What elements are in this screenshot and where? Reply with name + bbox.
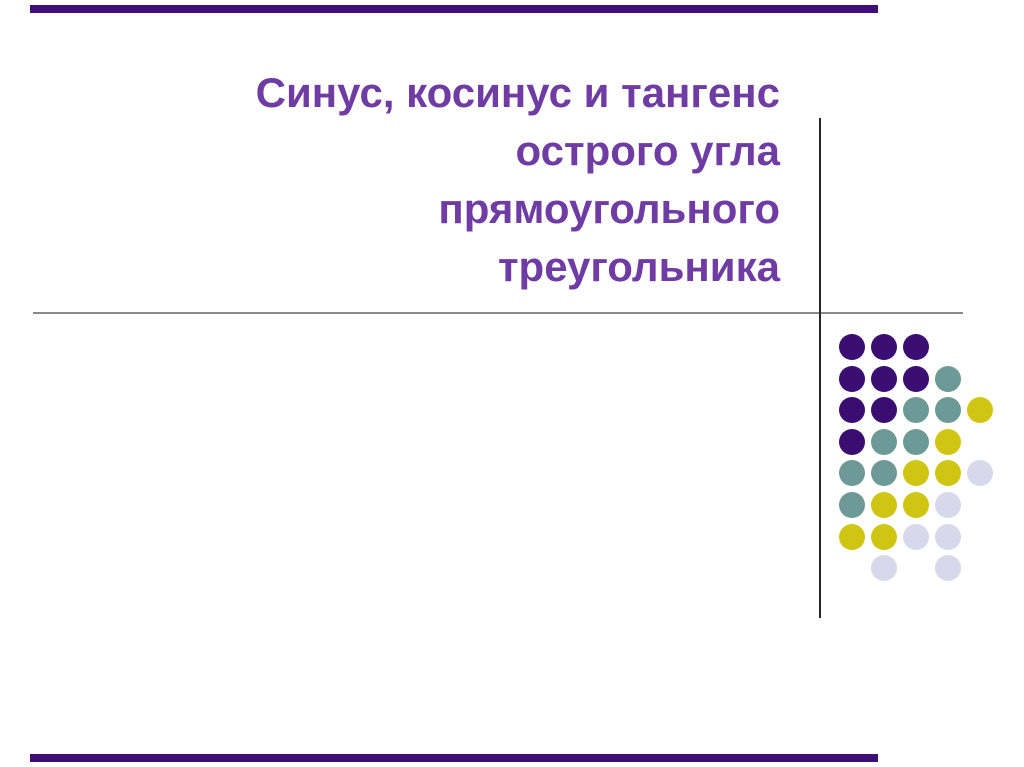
slide-title-line-1: Синус, косинус и тангенс [255,69,780,116]
slide-title-line-2: острого угла [515,127,780,174]
purple-dot [903,334,929,360]
purple-dot [871,366,897,392]
yellow-dot [903,460,929,486]
slide-title-line-4: треугольника [497,243,780,290]
lavender-dot [903,524,929,550]
lavender-dot [935,492,961,518]
lavender-dot [935,524,961,550]
purple-dot [839,397,865,423]
purple-dot [871,397,897,423]
bottom-accent-bar [30,754,878,762]
top-accent-bar [30,5,878,13]
teal-dot [839,492,865,518]
slide-title-line-3: прямоугольного [438,185,780,232]
yellow-dot [903,492,929,518]
lavender-dot [935,555,961,581]
teal-dot [871,429,897,455]
yellow-dot [871,524,897,550]
teal-dot [839,460,865,486]
lavender-dot [967,460,993,486]
horizontal-divider-line [33,312,963,314]
yellow-dot [935,429,961,455]
yellow-dot [839,524,865,550]
yellow-dot [871,492,897,518]
teal-dot [935,366,961,392]
purple-dot [903,366,929,392]
yellow-dot [935,460,961,486]
slide-title: Синус, косинус и тангенс острого угла пр… [80,64,780,296]
vertical-divider-line [819,118,821,618]
yellow-dot [967,397,993,423]
purple-dot [839,366,865,392]
purple-dot [839,334,865,360]
teal-dot [871,460,897,486]
teal-dot [903,429,929,455]
teal-dot [903,397,929,423]
purple-dot [871,334,897,360]
teal-dot [935,397,961,423]
lavender-dot [871,555,897,581]
purple-dot [839,429,865,455]
